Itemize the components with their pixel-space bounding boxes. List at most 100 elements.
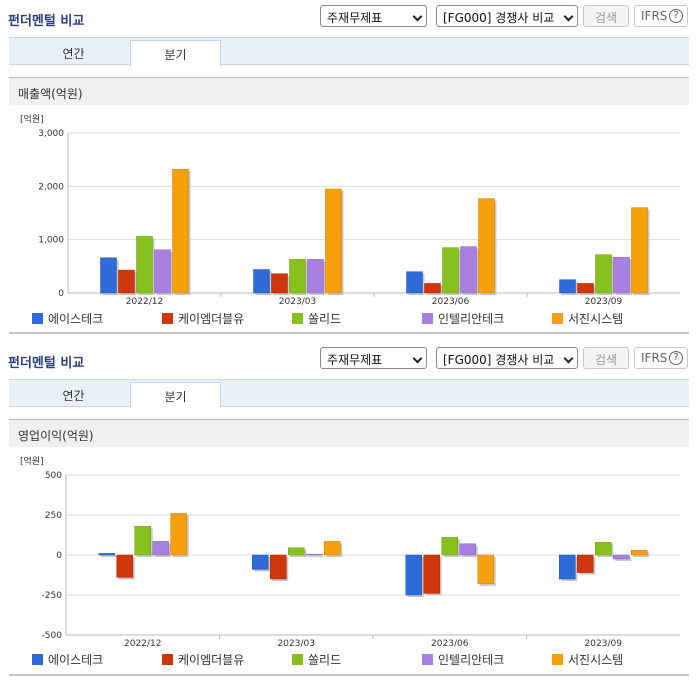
bar xyxy=(559,554,576,580)
chevron-down-icon xyxy=(412,11,423,22)
comparison-select[interactable]: [FG000] 경쟁사 비교 xyxy=(436,5,578,27)
divider xyxy=(9,332,689,334)
bar xyxy=(100,257,117,294)
legend-item[interactable]: 에이스테크 xyxy=(32,651,103,668)
bar xyxy=(424,283,441,294)
bar xyxy=(252,554,269,570)
x-tick-label: 2023/03 xyxy=(278,639,315,649)
legend-swatch xyxy=(552,654,563,665)
legend-item[interactable]: 서진시스템 xyxy=(552,310,623,327)
ifrs-button[interactable]: IFRS? xyxy=(634,5,688,27)
bar xyxy=(271,273,288,294)
chart-title: 영업이익(억원) xyxy=(9,419,689,447)
bar xyxy=(324,541,341,556)
tab-quarterly[interactable]: 분기 xyxy=(130,40,221,67)
comparison-select[interactable]: [FG000] 경쟁사 비교 xyxy=(436,347,578,369)
bar xyxy=(118,269,135,294)
legend-label: 케이엠더블유 xyxy=(178,653,245,667)
legend-swatch xyxy=(292,654,303,665)
period-tabs: 연간 분기 xyxy=(9,37,689,67)
statement-select[interactable]: 주재무제표 xyxy=(320,5,427,27)
tab-quarterly[interactable]: 분기 xyxy=(130,382,221,409)
bar xyxy=(116,554,133,578)
panel-header: 펀더멘털 비교 주재무제표 [FG000] 경쟁사 비교 검색 IFRS? xyxy=(0,342,696,376)
bar xyxy=(406,271,423,294)
chevron-down-icon xyxy=(412,353,423,364)
bar xyxy=(307,259,324,294)
legend-item[interactable]: 서진시스템 xyxy=(552,651,623,668)
legend-swatch xyxy=(552,313,563,324)
bar xyxy=(172,169,189,294)
legend-label: 서진시스템 xyxy=(568,653,624,667)
bar xyxy=(423,554,440,594)
bar xyxy=(613,554,630,560)
y-tick-label: -500 xyxy=(42,631,63,641)
legend-item[interactable]: 에이스테크 xyxy=(32,310,103,327)
bar xyxy=(577,283,594,294)
y-tick-label: -250 xyxy=(42,591,63,601)
bar xyxy=(405,554,422,596)
panel-header: 펀더멘털 비교 주재무제표 [FG000] 경쟁사 비교 검색 IFRS? xyxy=(0,0,696,34)
comparison-select-value: [FG000] 경쟁사 비교 xyxy=(443,11,555,25)
tab-annual[interactable]: 연간 xyxy=(62,389,85,403)
bar xyxy=(98,553,115,556)
legend-item[interactable]: 케이엠더블유 xyxy=(162,651,244,668)
revenue-panel: 펀더멘털 비교 주재무제표 [FG000] 경쟁사 비교 검색 IFRS? 연간… xyxy=(0,0,696,336)
bar xyxy=(288,547,305,556)
x-tick-label: 2023/09 xyxy=(585,639,623,649)
ifrs-button[interactable]: IFRS? xyxy=(634,347,688,369)
legend-item[interactable]: 쏠리드 xyxy=(292,310,341,327)
legend-swatch xyxy=(32,313,43,324)
bar xyxy=(478,198,495,294)
legend-label: 에이스테크 xyxy=(48,653,104,667)
bar xyxy=(631,549,648,556)
x-tick-label: 2023/03 xyxy=(279,297,316,305)
legend-item[interactable]: 쏠리드 xyxy=(292,651,341,668)
help-icon: ? xyxy=(669,351,683,365)
bar xyxy=(270,554,287,580)
bar xyxy=(477,554,494,585)
statement-select[interactable]: 주재무제표 xyxy=(320,347,427,369)
operating-profit-panel: 펀더멘털 비교 주재무제표 [FG000] 경쟁사 비교 검색 IFRS? 연간… xyxy=(0,342,696,684)
bar xyxy=(460,246,477,294)
legend-item[interactable]: 인텔리안테크 xyxy=(422,310,504,327)
chart-legend: 에이스테크 케이엠더블유 쏠리드 인텔리안테크 서진시스템 xyxy=(0,651,696,669)
y-tick-label: 250 xyxy=(45,511,62,521)
bar xyxy=(136,236,153,294)
bar xyxy=(595,541,612,556)
legend-swatch xyxy=(162,313,173,324)
y-tick-label: 0 xyxy=(58,289,64,299)
legend-label: 쏠리드 xyxy=(308,653,342,667)
bar xyxy=(134,525,151,556)
ifrs-label: IFRS xyxy=(641,351,668,365)
bar xyxy=(306,553,323,556)
panel-title: 펀더멘털 비교 xyxy=(8,356,85,371)
x-tick-label: 2023/09 xyxy=(585,297,623,305)
bar xyxy=(631,207,648,294)
legend-item[interactable]: 인텔리안테크 xyxy=(422,651,504,668)
y-tick-label: 500 xyxy=(45,471,62,481)
search-button[interactable]: 검색 xyxy=(583,347,629,369)
legend-swatch xyxy=(422,654,433,665)
bar xyxy=(459,543,476,556)
bar xyxy=(441,537,458,556)
legend-swatch xyxy=(32,654,43,665)
operating-profit-chart: [억원] -500 -250 0 250 500 2022/12 2023/03 2023/06… xyxy=(20,455,680,649)
ifrs-label: IFRS xyxy=(641,9,668,23)
chevron-down-icon xyxy=(563,11,574,22)
bar xyxy=(152,541,169,556)
legend-label: 케이엠더블유 xyxy=(178,312,245,326)
y-tick-label: 2,000 xyxy=(38,182,64,192)
legend-item[interactable]: 케이엠더블유 xyxy=(162,310,244,327)
search-button[interactable]: 검색 xyxy=(583,5,629,27)
tab-annual[interactable]: 연간 xyxy=(62,47,85,61)
x-tick-label: 2023/06 xyxy=(431,639,469,649)
legend-swatch xyxy=(422,313,433,324)
y-tick-label: 0 xyxy=(56,551,62,561)
period-tabs: 연간 분기 xyxy=(9,379,689,409)
x-tick-label: 2023/06 xyxy=(432,297,470,305)
legend-label: 쏠리드 xyxy=(308,312,342,326)
statement-select-value: 주재무제표 xyxy=(327,353,383,367)
y-unit-label: [억원] xyxy=(20,113,44,125)
chart-title: 매출액(억원) xyxy=(9,77,689,105)
